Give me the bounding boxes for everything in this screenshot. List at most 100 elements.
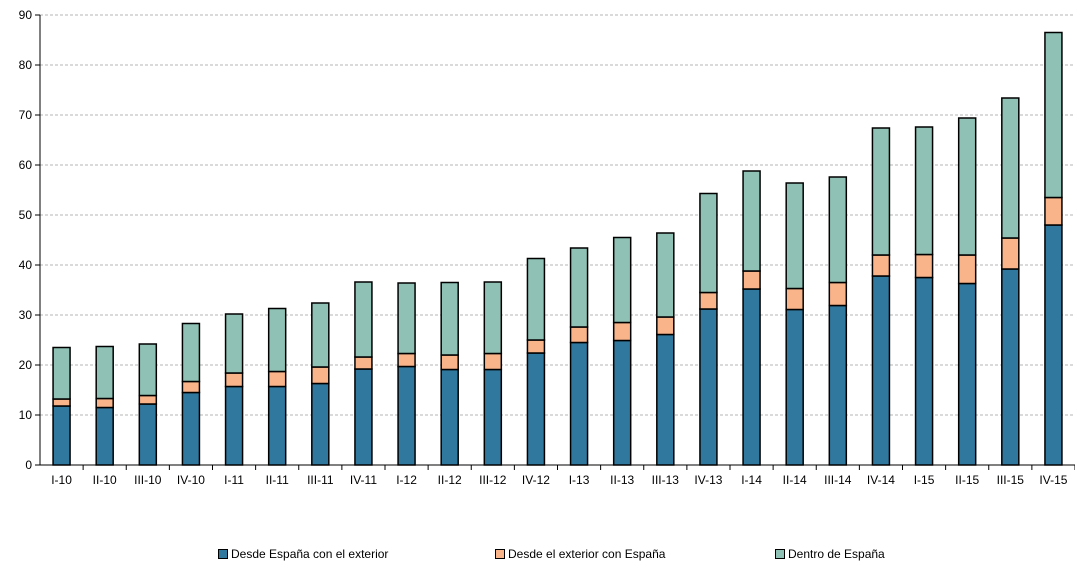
bar-segment-2-I-15 xyxy=(914,253,934,279)
bar-segment-3-III-11 xyxy=(311,302,330,368)
legend-item-3: Dentro de España xyxy=(775,547,885,561)
bar-segment-1-IV-12 xyxy=(526,352,546,466)
x-tick-label: III-11 xyxy=(307,473,334,487)
y-tick-label: 20 xyxy=(19,358,33,372)
bar-segment-2-IV-12 xyxy=(526,339,546,354)
bar-segment-3-IV-15 xyxy=(1044,31,1063,199)
bar-segment-3-III-10 xyxy=(138,343,158,397)
bar-segment-1-IV-13 xyxy=(699,308,718,466)
bar-segment-2-IV-15 xyxy=(1044,196,1063,226)
bar-segment-3-II-13 xyxy=(612,236,632,324)
bar-segment-2-I-13 xyxy=(569,326,589,344)
bar-segment-1-III-13 xyxy=(656,333,675,466)
bar-segment-2-IV-13 xyxy=(699,291,718,310)
x-tick-label: I-13 xyxy=(569,473,590,487)
bar-segment-3-III-12 xyxy=(483,281,503,355)
x-tick-label: IV-13 xyxy=(694,473,722,487)
bar-segment-2-IV-10 xyxy=(181,380,201,394)
bar-segment-1-II-12 xyxy=(440,368,459,466)
bar-segment-1-I-11 xyxy=(224,385,244,466)
x-tick-label: IV-15 xyxy=(1039,473,1067,487)
bar-segment-1-I-13 xyxy=(569,341,589,466)
bar-segment-2-III-13 xyxy=(656,316,675,336)
y-tick-label: 60 xyxy=(19,158,33,172)
bar-segment-3-I-12 xyxy=(397,282,416,355)
bar-segment-1-I-10 xyxy=(52,405,71,466)
bar-segment-3-III-14 xyxy=(828,176,848,284)
y-tick-label: 80 xyxy=(19,58,33,72)
bar-segment-1-II-15 xyxy=(957,282,977,466)
x-tick-label: III-15 xyxy=(997,473,1025,487)
bar-segment-2-II-15 xyxy=(957,254,977,285)
bar-segment-2-I-12 xyxy=(397,352,416,368)
bar-segment-2-I-10 xyxy=(52,398,71,407)
legend-swatch-3 xyxy=(775,549,785,559)
legend: Desde España con el exterior Desde el ex… xyxy=(0,547,1075,565)
x-tick-label: IV-11 xyxy=(350,473,377,487)
legend-item-1: Desde España con el exterior xyxy=(218,547,388,561)
bar-segment-3-IV-10 xyxy=(181,322,201,383)
y-tick-label: 10 xyxy=(19,408,33,422)
bar-segment-2-III-11 xyxy=(311,366,330,385)
x-tick-label: II-15 xyxy=(955,473,979,487)
bar-segment-2-II-12 xyxy=(440,354,459,371)
legend-item-2: Desde el exterior con España xyxy=(495,547,665,561)
y-tick-label: 90 xyxy=(19,8,33,22)
bar-segment-3-II-11 xyxy=(267,307,287,373)
legend-label-3: Dentro de España xyxy=(788,547,885,561)
bar-segment-2-III-14 xyxy=(828,281,848,307)
bar-segment-2-II-14 xyxy=(785,287,804,311)
x-tick-label: I-12 xyxy=(396,473,417,487)
x-tick-label: III-14 xyxy=(824,473,852,487)
bar-segment-3-IV-14 xyxy=(871,127,891,256)
bar-segment-2-II-11 xyxy=(267,370,287,388)
bar-segment-1-III-10 xyxy=(138,403,158,466)
bar-segment-3-I-15 xyxy=(914,126,934,256)
bar-segment-3-I-11 xyxy=(224,313,244,374)
legend-label-1: Desde España con el exterior xyxy=(231,547,389,561)
legend-label-2: Desde el exterior con España xyxy=(508,547,666,561)
bar-segment-3-I-10 xyxy=(52,346,71,400)
y-tick-label: 70 xyxy=(19,108,33,122)
bar-segment-3-I-14 xyxy=(742,170,761,272)
y-tick-label: 30 xyxy=(19,308,33,322)
bar-segment-3-II-14 xyxy=(785,182,804,290)
bar-segment-1-I-14 xyxy=(742,288,761,466)
legend-swatch-2 xyxy=(495,549,505,559)
bar-segment-1-II-13 xyxy=(612,339,632,466)
y-tick-label: 50 xyxy=(19,208,33,222)
x-tick-label: III-10 xyxy=(134,473,162,487)
bar-segment-1-I-12 xyxy=(397,365,416,466)
x-tick-label: II-13 xyxy=(610,473,634,487)
bar-segment-1-III-11 xyxy=(311,382,330,466)
bar-segment-3-III-15 xyxy=(1001,97,1020,239)
y-axis-tick-labels: 0 10 20 30 40 50 60 70 80 90 xyxy=(19,8,33,472)
bar-segment-1-IV-14 xyxy=(871,275,891,466)
bar-segment-2-III-10 xyxy=(138,394,158,405)
bar-segment-3-II-15 xyxy=(957,117,977,256)
x-tick-label: IV-12 xyxy=(522,473,550,487)
gridlines xyxy=(40,14,1075,416)
bar-segment-1-I-15 xyxy=(914,276,934,466)
bar-segment-2-III-12 xyxy=(483,352,503,371)
y-tick-label: 40 xyxy=(19,258,33,272)
x-tick-label: III-13 xyxy=(652,473,680,487)
bar-segment-2-II-13 xyxy=(612,321,632,342)
bar-segment-1-II-14 xyxy=(785,308,804,466)
x-tick-label: II-12 xyxy=(438,473,462,487)
x-tick-label: IV-10 xyxy=(177,473,205,487)
bar-segment-2-II-10 xyxy=(95,397,114,409)
x-tick-label: II-10 xyxy=(93,473,117,487)
bar-segment-1-IV-11 xyxy=(354,368,373,466)
bar-segment-2-I-11 xyxy=(224,372,244,388)
x-tick-label: I-14 xyxy=(741,473,762,487)
bar-segment-3-IV-11 xyxy=(354,281,373,358)
x-tick-label: III-12 xyxy=(479,473,507,487)
bar-segment-3-I-13 xyxy=(569,247,589,328)
bar-series xyxy=(52,31,1063,466)
bar-segment-1-IV-15 xyxy=(1044,224,1063,466)
bar-segment-2-I-14 xyxy=(742,270,761,290)
bar-segment-1-IV-10 xyxy=(181,391,201,466)
axes xyxy=(35,14,1075,470)
